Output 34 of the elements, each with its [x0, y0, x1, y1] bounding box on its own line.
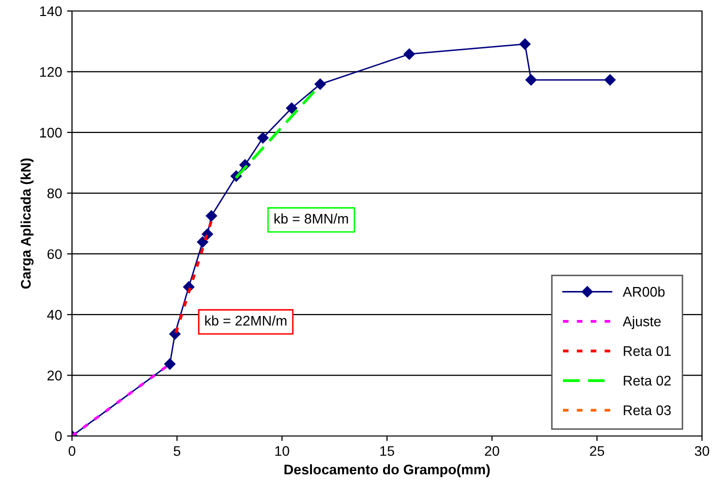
x-tick-label: 20 — [484, 446, 500, 456]
y-tick-label: 80 — [47, 188, 62, 198]
legend-label: Reta 02 — [624, 376, 671, 386]
x-tick-label: 0 — [68, 446, 76, 456]
x-tick-label: 15 — [380, 446, 394, 456]
y-axis-title: Carga Aplicada (kN) — [20, 158, 34, 289]
y-tick-label: 60 — [48, 249, 62, 260]
point — [404, 48, 415, 60]
x-tick-label: 25 — [590, 446, 604, 456]
y-tick-label: 20 — [48, 370, 62, 380]
x-tick-label: 30 — [694, 446, 710, 456]
y-tick-label: 120 — [40, 67, 62, 77]
x-axis-title: Deslocamento do Grampo(mm) — [284, 464, 490, 478]
y-tick-label: 40 — [47, 310, 62, 320]
legend-label: Ajuste — [622, 316, 661, 330]
y-tick-label: 100 — [40, 128, 62, 138]
point — [197, 236, 208, 248]
legend-label: Reta 01 — [624, 346, 671, 356]
point — [286, 102, 298, 114]
point — [206, 210, 218, 222]
annotation: kb = 22MN/m — [205, 315, 286, 326]
point — [164, 358, 176, 370]
point — [257, 132, 268, 144]
y-tick-label: 0 — [55, 431, 62, 442]
legend-label: AR00b — [622, 286, 665, 297]
point — [525, 74, 537, 86]
x-tick-label: 10 — [275, 446, 290, 456]
annotation: kb = 8MN/m — [274, 213, 348, 224]
x-tick-label: 5 — [174, 446, 180, 456]
point — [314, 78, 326, 90]
point — [604, 74, 616, 86]
y-tick-label: 140 — [40, 6, 62, 16]
point — [519, 38, 531, 50]
legend-label: Reta 03 — [624, 405, 671, 416]
